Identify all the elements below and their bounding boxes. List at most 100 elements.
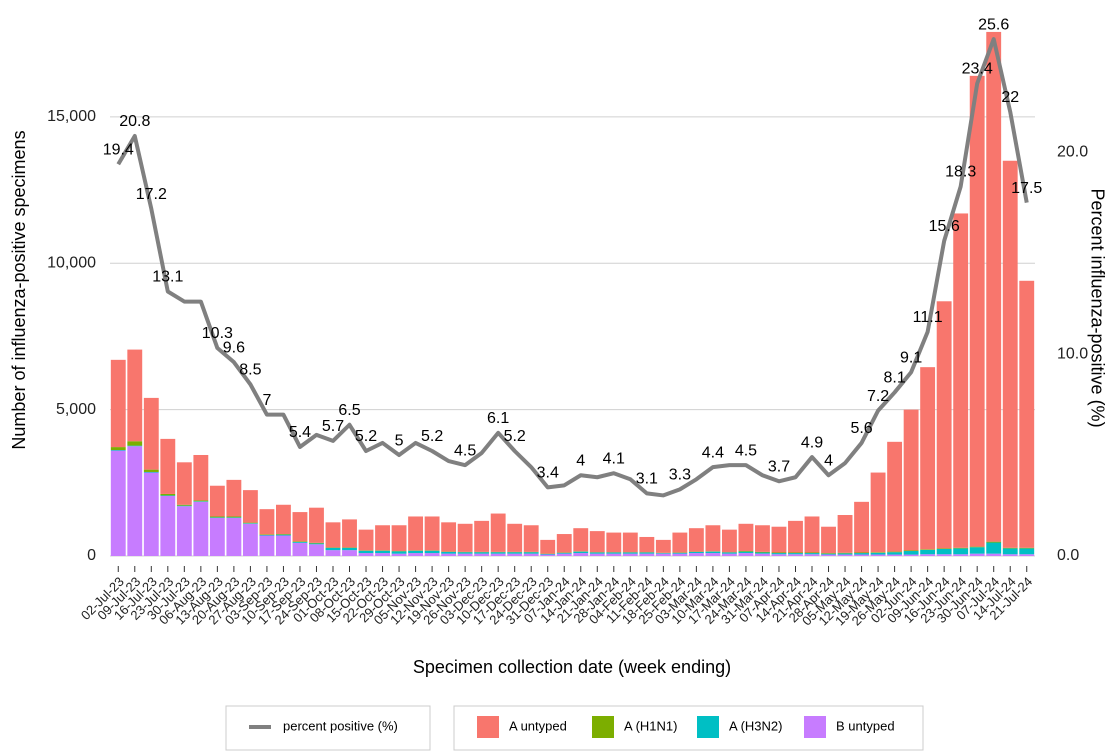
bar-segment (688, 553, 704, 556)
bar-segment (209, 516, 225, 518)
bar-segment (193, 454, 209, 501)
bar-segment (688, 528, 704, 552)
y2-tick-label: 0.0 (1057, 547, 1079, 564)
bar-segment (259, 535, 275, 556)
bar-segment (292, 541, 308, 542)
bar-segment (738, 551, 754, 552)
bar-segment (969, 546, 985, 548)
bar-segment (788, 553, 803, 555)
point-label: 23.4 (962, 61, 993, 78)
bar-segment (622, 552, 638, 554)
bar-segment (391, 551, 407, 554)
point-label: 5 (395, 432, 404, 449)
bar-segment (110, 450, 126, 451)
bar-segment (804, 553, 820, 555)
bar-segment (325, 547, 341, 551)
bar-segment (606, 553, 622, 556)
bar-segment (887, 441, 903, 552)
legend-box (225, 705, 431, 751)
bar-segment (953, 213, 969, 548)
bar-segment (672, 553, 688, 556)
bar-segment (738, 523, 754, 552)
bar-segment (655, 539, 671, 553)
bar-segment (606, 552, 622, 554)
bar-segment (986, 541, 1002, 543)
point-label: 3.1 (636, 471, 658, 488)
bar-segment (870, 554, 886, 556)
legend-label: B untyped (836, 718, 895, 733)
bar-segment (969, 553, 985, 556)
point-label: 7.2 (867, 388, 889, 405)
bar-segment (408, 550, 424, 554)
bar-segment (474, 520, 490, 552)
bar-segment (870, 472, 886, 553)
bar-segment (375, 550, 390, 554)
bar-segment (969, 547, 985, 554)
point-label: 7 (262, 392, 271, 409)
bar-segment (242, 523, 258, 556)
bar-segment (457, 552, 473, 554)
bar-segment (441, 553, 457, 556)
bar-segment (424, 550, 440, 554)
bar-segment (1002, 160, 1018, 548)
bar-segment (342, 550, 357, 556)
point-label: 9.1 (900, 349, 922, 366)
bar-segment (1002, 548, 1018, 555)
bar-segment (292, 512, 308, 542)
bar-segment (127, 445, 143, 447)
bar-segment (242, 523, 258, 524)
point-label: 5.2 (504, 428, 526, 445)
point-label: 4.5 (735, 442, 757, 459)
bar-segment (375, 525, 390, 551)
bar-segment (276, 504, 291, 535)
bar-segment (821, 526, 836, 554)
legend-box (453, 705, 924, 751)
bar-segment (903, 554, 919, 556)
point-label: 3.3 (669, 467, 691, 484)
bar-segment (738, 551, 754, 554)
legend-label: A (H3N2) (729, 718, 782, 733)
bar-segment (870, 552, 886, 553)
bar-segment (292, 541, 308, 543)
point-label: 19.4 (103, 142, 134, 159)
legend-swatch (697, 716, 719, 738)
bar-segment (193, 500, 209, 502)
point-label: 5.2 (421, 428, 443, 445)
bar-segment (424, 553, 440, 556)
bar-segment (771, 526, 787, 553)
bar-segment (837, 552, 853, 554)
bar-segment (920, 554, 936, 556)
bar-segment (276, 535, 291, 556)
bar-segment (936, 548, 952, 549)
bar-segment (986, 31, 1002, 542)
bar-segment (1019, 280, 1035, 548)
bar-segment (143, 469, 159, 472)
point-label: 17.5 (1011, 180, 1042, 197)
bar-segment (242, 522, 258, 524)
bar-segment (606, 532, 622, 553)
bar-segment (474, 553, 490, 556)
point-label: 17.2 (136, 186, 167, 203)
bar-segment (589, 553, 605, 556)
bar-segment (309, 543, 324, 545)
bar-segment (771, 552, 787, 554)
bar-segment (936, 548, 952, 555)
bar-segment (969, 75, 985, 547)
bar-segment (259, 534, 275, 535)
bar-segment (391, 525, 407, 552)
bar-segment (226, 479, 242, 517)
bar-segment (110, 450, 126, 556)
point-label: 4.4 (702, 444, 724, 461)
bar-segment (887, 551, 903, 553)
bar-segment (903, 551, 919, 555)
bar-segment (655, 553, 671, 554)
point-label: 11.1 (913, 309, 943, 326)
bar-segment (639, 552, 655, 554)
bar-segment (589, 531, 605, 553)
bar-segment (457, 523, 473, 552)
point-label: 5.4 (289, 424, 311, 441)
legend-swatch (592, 716, 614, 738)
bar-segment (920, 549, 936, 555)
bar-segment (143, 472, 159, 556)
bar-segment (160, 493, 176, 496)
